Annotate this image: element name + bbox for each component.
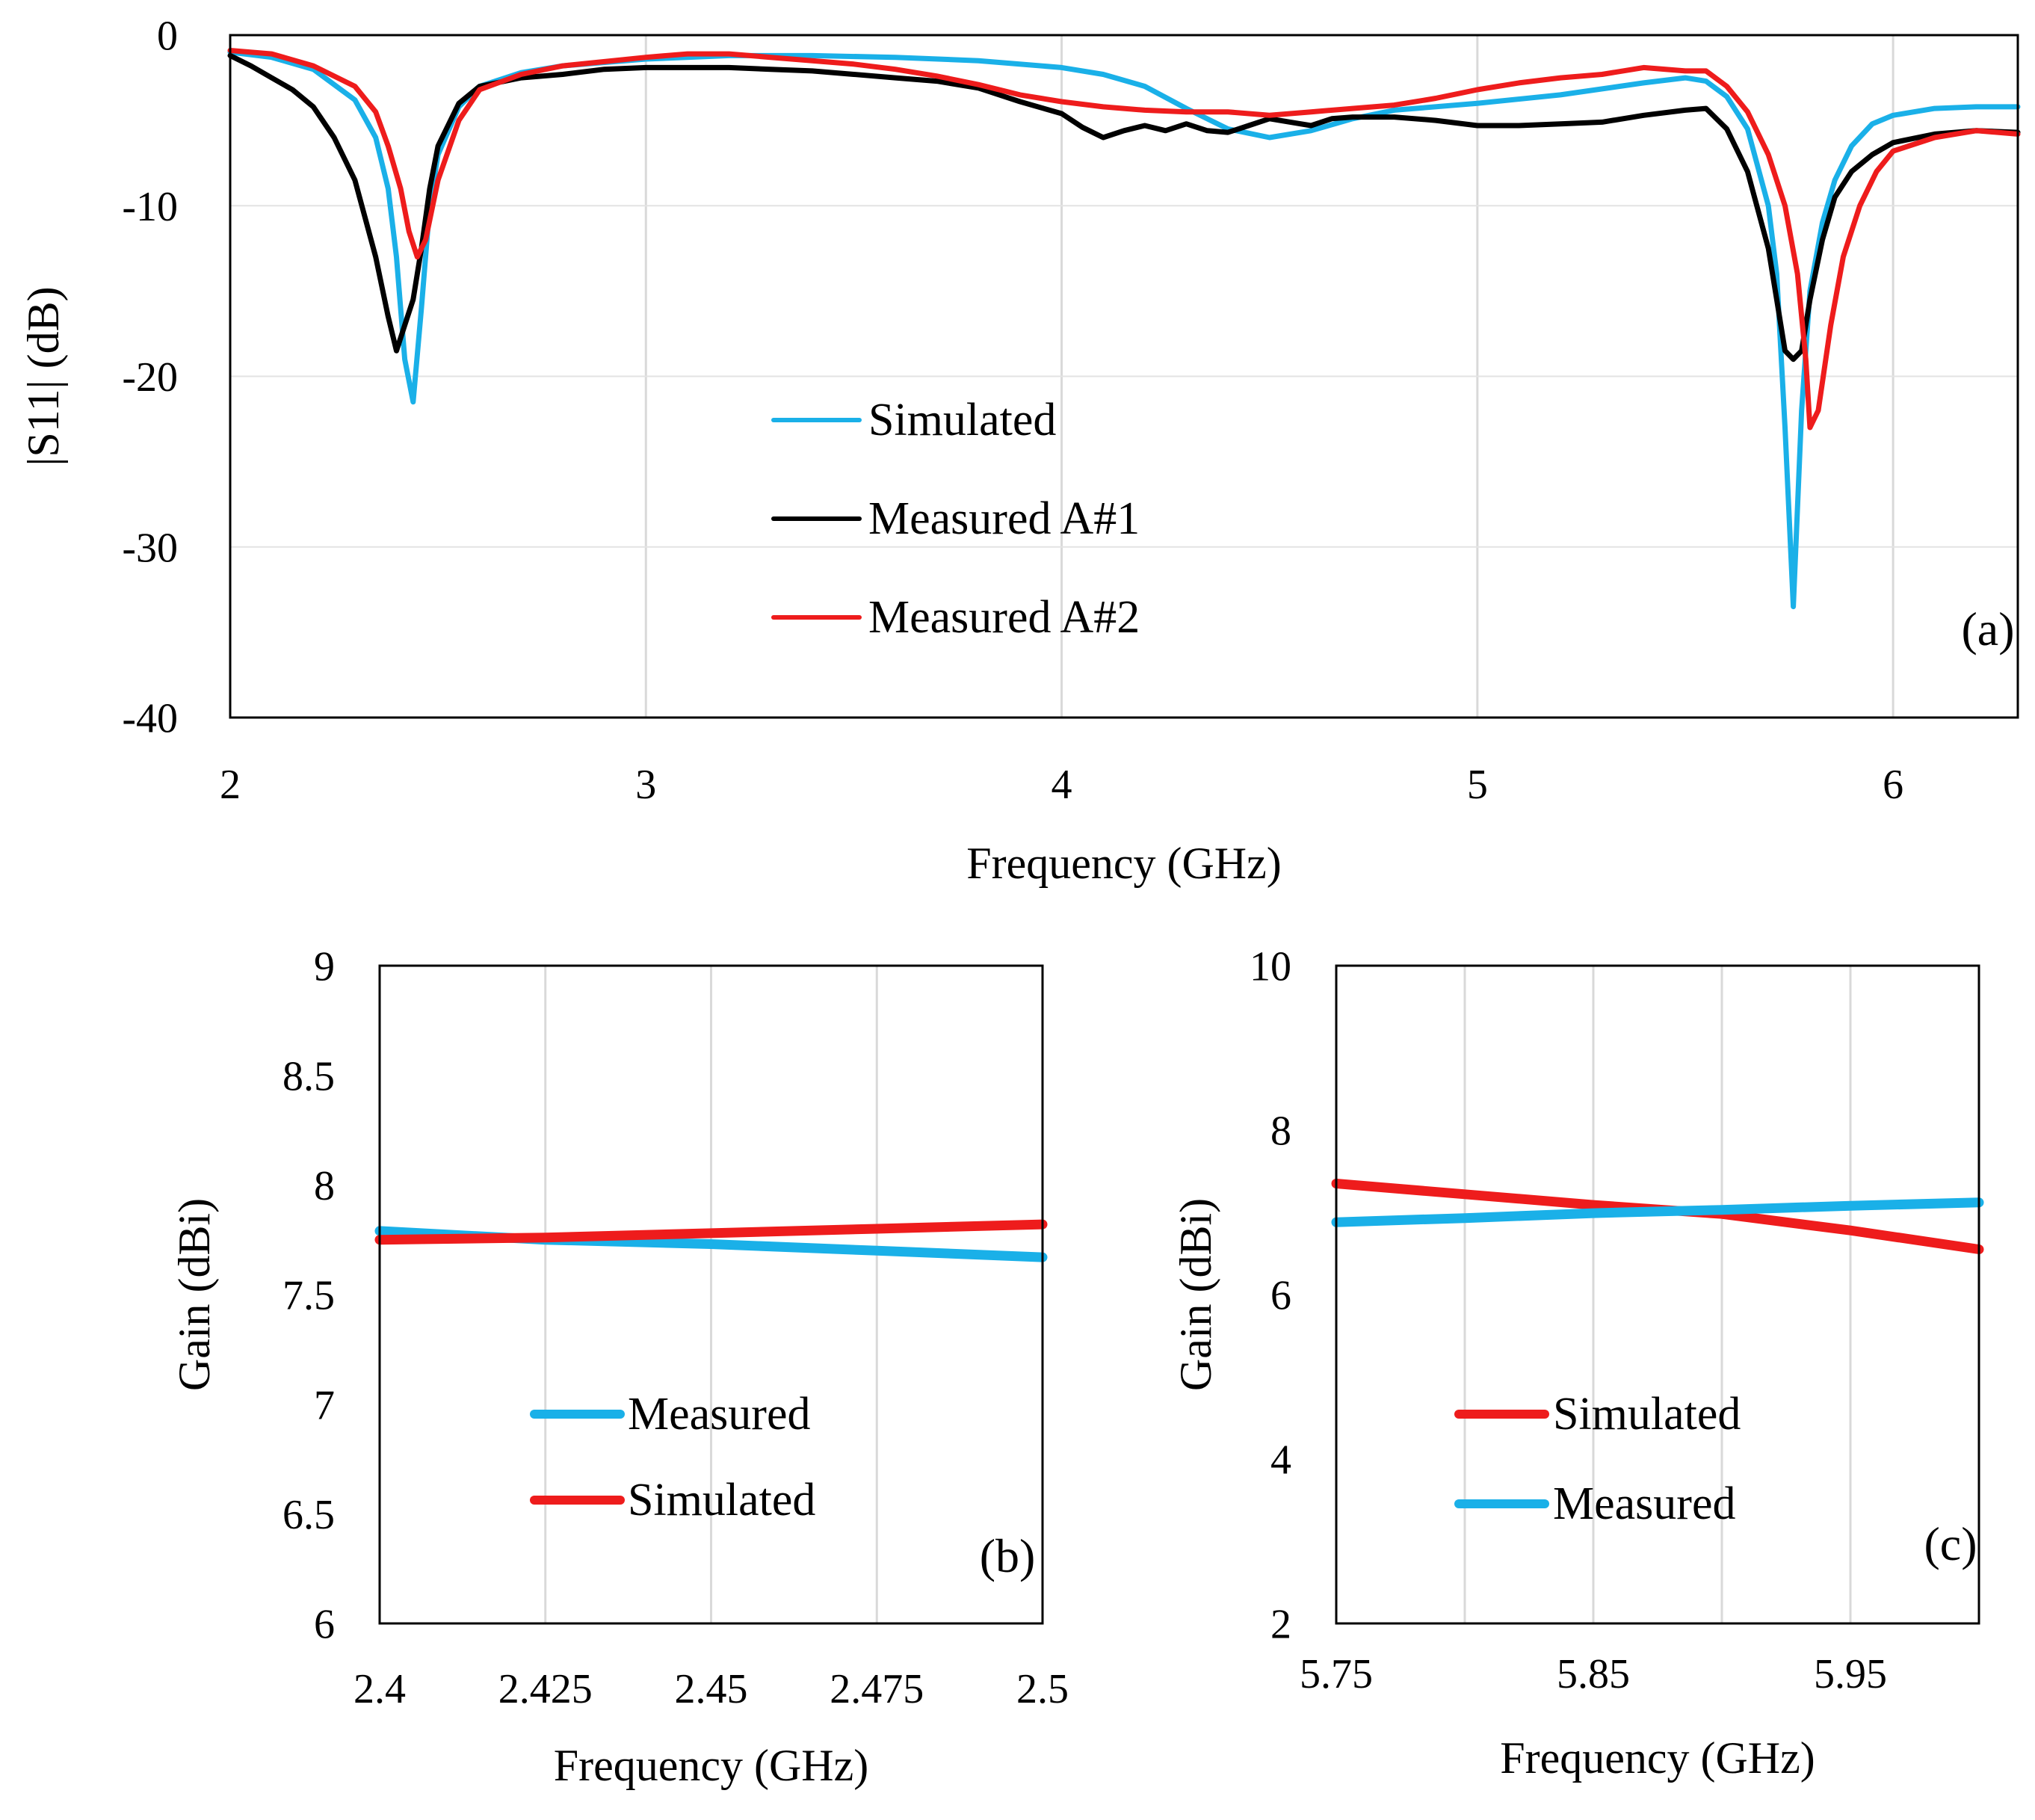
legend-label: Simulated: [628, 1475, 815, 1526]
plot-area-frame: [229, 34, 2019, 719]
x-tick-label: 2.45: [675, 1666, 748, 1712]
x-tick-label: 5.95: [1814, 1651, 1887, 1697]
legend-label: Simulated: [868, 395, 1056, 445]
panel-label: (c): [1924, 1517, 1977, 1570]
x-tick-label: 3: [635, 762, 656, 808]
legend-label: Measured: [628, 1389, 810, 1440]
y-tick-label: 4: [1270, 1437, 1291, 1484]
x-tick-label: 4: [1052, 762, 1072, 808]
y-tick-label: 6.5: [282, 1492, 335, 1538]
panel-label: (b): [980, 1529, 1036, 1582]
x-tick-label: 2: [220, 762, 241, 808]
y-tick-label: -10: [122, 184, 178, 230]
series-line-simulated: [374, 1219, 1048, 1245]
y-tick-label: 0: [157, 13, 178, 60]
legend-label: Measured A#1: [868, 493, 1140, 544]
y-tick-label: 9: [314, 944, 335, 990]
x-tick-label: 2.4: [353, 1666, 406, 1712]
y-tick-label: 8.5: [282, 1053, 335, 1099]
x-tick-label: 2.5: [1016, 1666, 1069, 1712]
x-tick-label: 5.75: [1300, 1651, 1373, 1697]
y-tick-label: 2: [1270, 1602, 1291, 1648]
y-tick-label: 6: [314, 1602, 335, 1648]
y-tick-label: -40: [122, 696, 178, 742]
y-tick-label: -30: [122, 525, 178, 571]
x-tick-label: 2.425: [498, 1666, 593, 1712]
plot-area-frame: [1335, 964, 1980, 1625]
x-axis-title: Frequency (GHz): [966, 839, 1282, 888]
y-tick-label: 8: [1270, 1108, 1291, 1155]
y-tick-label: 8: [314, 1163, 335, 1209]
y-axis-title: |S11| (dB): [19, 286, 68, 466]
x-tick-label: 5.85: [1557, 1651, 1630, 1697]
x-tick-label: 2.475: [830, 1666, 924, 1712]
panel-c-gain-chart: 5.75 5.85 5.95 10 8 6 4 2 Frequency (GHz) Gain (d…: [1171, 944, 1984, 1783]
series-line-measured: [1331, 1197, 1984, 1227]
x-tick-label: 6: [1883, 762, 1903, 808]
x-axis-title: Frequency (GHz): [1500, 1733, 1815, 1783]
y-tick-label: 6: [1270, 1273, 1291, 1319]
plot-area-frame: [378, 964, 1044, 1625]
legend-label: Measured: [1553, 1478, 1735, 1529]
y-axis-title: Gain (dBi): [170, 1198, 219, 1391]
y-axis-title: Gain (dBi): [1171, 1198, 1220, 1391]
panel-a-s11-chart: 2 3 4 5 6 0 -10 -20 -30 -40 Frequency (GHz) |S11| (…: [19, 13, 2021, 888]
series-line-measured-a-2: [227, 48, 2021, 431]
panel-label: (a): [1961, 602, 2014, 655]
y-tick-label: 10: [1250, 944, 1291, 990]
x-tick-label: 5: [1467, 762, 1488, 808]
panel-b-gain-chart: 2.4 2.425 2.45 2.475 2.5 9 8.5 8 7.5 7 6.5 6 Frequen…: [170, 944, 1069, 1790]
series-line-measured-a-1: [227, 52, 2021, 363]
y-tick-label: -20: [122, 354, 178, 401]
y-tick-label: 7.5: [282, 1273, 335, 1319]
x-axis-title: Frequency (GHz): [554, 1741, 869, 1790]
legend-label: Measured A#2: [868, 592, 1140, 643]
legend-label: Simulated: [1553, 1389, 1741, 1440]
y-tick-label: 7: [314, 1382, 335, 1428]
